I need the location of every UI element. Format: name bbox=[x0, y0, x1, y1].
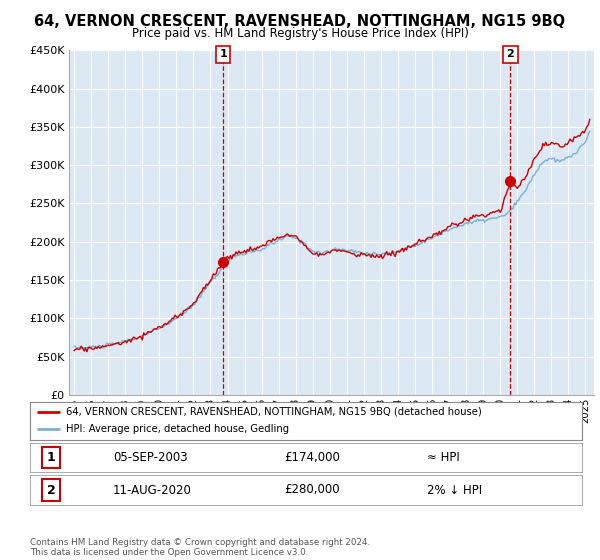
Text: Contains HM Land Registry data © Crown copyright and database right 2024.
This d: Contains HM Land Registry data © Crown c… bbox=[30, 538, 370, 557]
Text: £280,000: £280,000 bbox=[284, 483, 340, 497]
Text: ≈ HPI: ≈ HPI bbox=[427, 451, 460, 464]
Text: 2: 2 bbox=[47, 483, 55, 497]
Text: 64, VERNON CRESCENT, RAVENSHEAD, NOTTINGHAM, NG15 9BQ (detached house): 64, VERNON CRESCENT, RAVENSHEAD, NOTTING… bbox=[66, 407, 482, 417]
Text: 1: 1 bbox=[47, 451, 55, 464]
Text: 1: 1 bbox=[220, 49, 227, 59]
Text: 2: 2 bbox=[506, 49, 514, 59]
Text: 05-SEP-2003: 05-SEP-2003 bbox=[113, 451, 187, 464]
Text: 2% ↓ HPI: 2% ↓ HPI bbox=[427, 483, 482, 497]
Text: 11-AUG-2020: 11-AUG-2020 bbox=[113, 483, 191, 497]
Text: HPI: Average price, detached house, Gedling: HPI: Average price, detached house, Gedl… bbox=[66, 424, 289, 435]
Text: 64, VERNON CRESCENT, RAVENSHEAD, NOTTINGHAM, NG15 9BQ: 64, VERNON CRESCENT, RAVENSHEAD, NOTTING… bbox=[34, 14, 566, 29]
Text: Price paid vs. HM Land Registry's House Price Index (HPI): Price paid vs. HM Land Registry's House … bbox=[131, 27, 469, 40]
Text: £174,000: £174,000 bbox=[284, 451, 340, 464]
